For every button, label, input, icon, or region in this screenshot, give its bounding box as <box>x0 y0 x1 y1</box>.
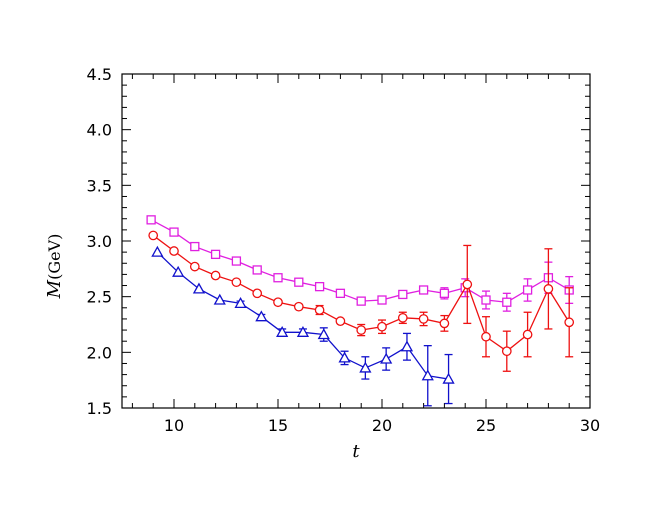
data-point <box>380 352 393 364</box>
data-point <box>501 346 512 357</box>
series-line <box>150 219 570 303</box>
data-point <box>192 282 206 294</box>
plot-frame <box>121 73 591 409</box>
data-point <box>213 293 226 305</box>
data-point <box>273 273 283 283</box>
y-tick-label: 4.5 <box>87 65 112 84</box>
data-point <box>335 288 346 298</box>
data-point <box>252 288 263 299</box>
data-point <box>377 295 387 305</box>
data-point <box>314 305 325 315</box>
data-point <box>252 265 262 275</box>
data-point <box>481 295 491 305</box>
y-axis-label: M(GeV) <box>44 234 65 300</box>
x-tick-label: 15 <box>268 416 288 435</box>
y-tick-label: 3.0 <box>87 232 112 251</box>
data-point <box>296 325 310 337</box>
data-point <box>151 245 164 257</box>
series-layer <box>146 215 575 407</box>
data-point <box>397 312 408 323</box>
y-tick-label: 1.5 <box>87 399 112 418</box>
data-point <box>442 372 455 384</box>
data-point <box>418 314 429 324</box>
data-point <box>356 325 367 335</box>
data-point <box>190 241 200 252</box>
x-tick-label: 30 <box>580 416 600 435</box>
series-triangle <box>151 245 455 407</box>
data-point <box>231 256 242 266</box>
data-point <box>400 340 414 352</box>
data-point <box>169 227 179 237</box>
x-axis-label: t <box>352 441 360 462</box>
data-point <box>356 296 366 306</box>
data-point <box>276 325 289 337</box>
data-point <box>439 318 450 329</box>
data-point <box>169 246 179 256</box>
data-point <box>398 289 408 300</box>
y-tick-label: 2.5 <box>87 288 112 307</box>
data-point <box>314 281 325 292</box>
data-point <box>439 288 450 298</box>
data-point <box>231 277 242 288</box>
data-point <box>255 310 268 322</box>
series-circle <box>148 230 575 372</box>
data-point <box>148 230 159 241</box>
data-point <box>421 369 434 381</box>
data-point <box>293 301 304 312</box>
y-tick-label: 4.0 <box>87 121 112 140</box>
data-point <box>564 317 575 328</box>
data-point <box>543 284 554 294</box>
data-point <box>210 270 221 281</box>
data-point <box>418 285 429 295</box>
data-point <box>377 321 387 332</box>
data-point <box>359 361 372 373</box>
data-point <box>234 297 247 308</box>
data-point <box>172 265 185 277</box>
data-point <box>146 215 156 225</box>
data-point <box>502 297 512 307</box>
data-point <box>210 249 221 260</box>
data-point <box>189 261 200 272</box>
data-point <box>522 285 533 295</box>
y-axis-label-symbol: M <box>44 279 65 299</box>
x-tick-label: 10 <box>164 416 184 435</box>
series-square <box>146 215 574 312</box>
data-point <box>522 329 533 340</box>
data-point <box>317 328 330 340</box>
x-tick-label: 25 <box>476 416 496 435</box>
data-point <box>462 279 473 290</box>
data-point <box>481 331 491 342</box>
axes: 10 15 20 25 30 1.5 2.0 2.5 3.0 3.5 4.0 4.5 <box>87 65 601 435</box>
y-tick-label: 2.0 <box>87 343 112 362</box>
x-tick-label: 20 <box>372 416 392 435</box>
data-point <box>294 277 304 287</box>
data-point <box>338 351 351 363</box>
data-point <box>273 297 283 308</box>
y-tick-label: 3.5 <box>87 176 112 195</box>
y-axis-label-unit: (GeV) <box>45 234 64 280</box>
data-point <box>335 316 346 327</box>
